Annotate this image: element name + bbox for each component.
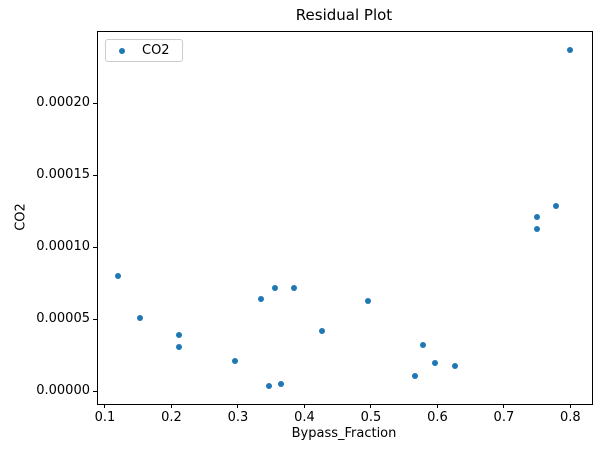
x-tick-mark: [104, 404, 106, 408]
scatter-point: [291, 285, 298, 292]
scatter-point: [534, 214, 541, 221]
x-tick-mark: [436, 404, 438, 408]
scatter-point: [419, 342, 426, 349]
x-tick-label: 0.2: [161, 410, 182, 425]
y-tick-mark: [93, 246, 97, 248]
y-tick-mark: [93, 174, 97, 176]
scatter-point: [553, 203, 560, 210]
scatter-point: [277, 380, 284, 387]
scatter-point: [534, 226, 541, 233]
x-tick-mark: [170, 404, 172, 408]
scatter-point: [265, 382, 272, 389]
y-tick-label: 0.00000: [36, 383, 90, 399]
x-axis-label: Bypass_Fraction: [291, 426, 397, 441]
x-tick-label: 0.6: [427, 410, 448, 425]
scatter-point: [136, 314, 143, 321]
scatter-point: [432, 359, 439, 366]
y-tick-mark: [93, 318, 97, 320]
y-tick-mark: [93, 102, 97, 104]
scatter-point: [231, 357, 238, 364]
y-tick-mark: [93, 390, 97, 392]
x-tick-label: 0.5: [360, 410, 382, 425]
scatter-point: [115, 273, 122, 280]
y-tick-label: 0.00010: [36, 239, 90, 255]
y-tick-label: 0.00005: [36, 311, 90, 327]
scatter-point: [175, 331, 182, 338]
scatter-point: [365, 298, 372, 305]
scatter-point: [412, 372, 419, 379]
scatter-point: [271, 285, 278, 292]
x-tick-mark: [237, 404, 239, 408]
x-tick-mark: [503, 404, 505, 408]
scatter-point: [318, 327, 325, 334]
legend: CO2: [105, 39, 183, 62]
chart-title: Residual Plot: [295, 6, 393, 24]
x-tick-label: 0.4: [294, 410, 315, 425]
x-tick-label: 0.8: [560, 410, 581, 425]
y-tick-label: 0.00020: [36, 95, 90, 111]
y-axis-label: CO2: [13, 203, 29, 231]
scatter-point: [175, 344, 182, 351]
x-tick-label: 0.1: [94, 410, 116, 425]
scatter-point: [567, 47, 574, 54]
scatter-point: [257, 296, 264, 303]
y-tick-label: 0.00015: [36, 167, 90, 183]
x-tick-mark: [569, 404, 571, 408]
x-tick-label: 0.7: [493, 410, 515, 425]
legend-marker-icon: [119, 47, 125, 54]
x-tick-mark: [303, 404, 305, 408]
x-tick-label: 0.3: [227, 410, 249, 425]
plot-area: [97, 31, 593, 405]
legend-label: CO2: [142, 43, 170, 58]
x-tick-mark: [370, 404, 372, 408]
scatter-point: [452, 362, 459, 369]
